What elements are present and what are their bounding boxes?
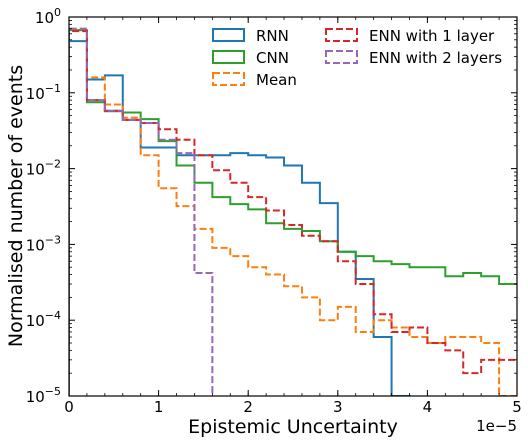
legend-label: ENN with 2 layers [369, 49, 502, 67]
y-tick-label: 10−2 [26, 158, 61, 179]
y-tick-label: 10−1 [26, 82, 61, 103]
x-tick-label: 3 [333, 398, 343, 416]
legend-swatch [325, 50, 358, 64]
x-tick-label: 5 [512, 398, 522, 416]
series-layer [69, 27, 517, 396]
legend-label: ENN with 1 layer [369, 27, 495, 45]
legend-swatch [325, 28, 358, 42]
legend: RNN CNN Mean ENN with 1 layer ENN with 2 lay… [212, 27, 502, 89]
series-enn-with-1-layer-line [69, 30, 517, 396]
x-ticks: 0 1 2 3 4 5 [64, 17, 522, 416]
legend-swatch [212, 72, 245, 86]
y-ticks: 10−5 10−4 10−3 10−2 10−1 100 [26, 6, 517, 406]
y-tick-label: 100 [35, 6, 61, 27]
y-axis-label: Normalised number of events [5, 65, 27, 347]
x-offset-label: 1e−5 [476, 417, 517, 435]
x-tick-label: 0 [64, 398, 74, 416]
x-tick-label: 4 [423, 398, 433, 416]
x-axis-label: Epistemic Uncertainty [188, 416, 398, 438]
x-tick-label: 1 [154, 398, 164, 416]
legend-label: CNN [256, 49, 289, 67]
y-tick-label: 10−5 [26, 385, 61, 406]
series-cnn-line [69, 29, 517, 396]
legend-label: Mean [256, 71, 297, 89]
legend-label: RNN [256, 27, 289, 45]
series-enn-with-2-layers-line [69, 27, 214, 396]
plot-background [69, 17, 517, 396]
plot-frame [68, 16, 518, 397]
y-tick-label: 10−4 [26, 309, 61, 330]
legend-swatch [212, 28, 245, 42]
x-tick-label: 2 [243, 398, 253, 416]
y-tick-label: 10−3 [26, 233, 61, 254]
legend-swatch [212, 50, 245, 64]
